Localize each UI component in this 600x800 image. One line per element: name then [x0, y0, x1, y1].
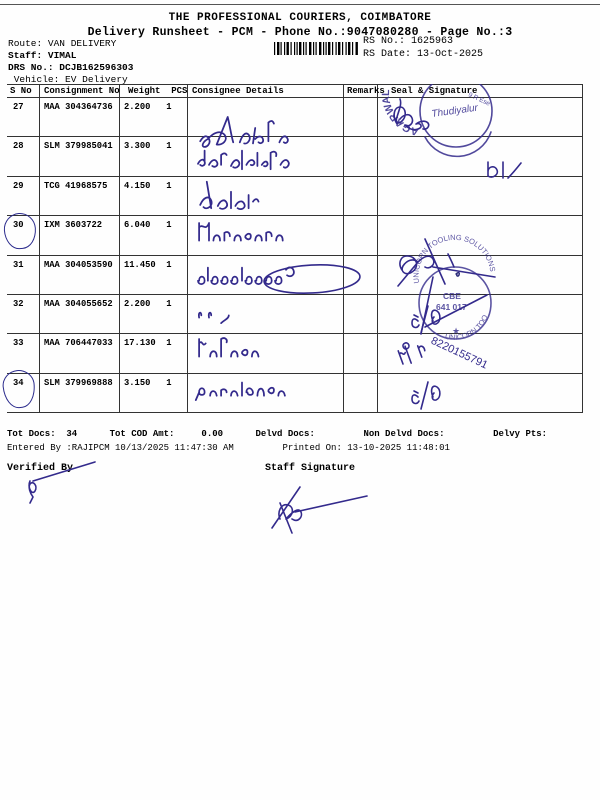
svg-text:UNICORN TOOLING SOLUTIONS: UNICORN TOOLING SOLUTIONS [411, 233, 497, 284]
svg-text:8220155791: 8220155791 [429, 335, 490, 372]
svg-text:★: ★ [452, 326, 460, 336]
svg-text:Thudiyalur: Thudiyalur [431, 102, 479, 119]
svg-text:CBE: CBE [443, 291, 461, 301]
svg-text:641 017: 641 017 [436, 302, 467, 312]
